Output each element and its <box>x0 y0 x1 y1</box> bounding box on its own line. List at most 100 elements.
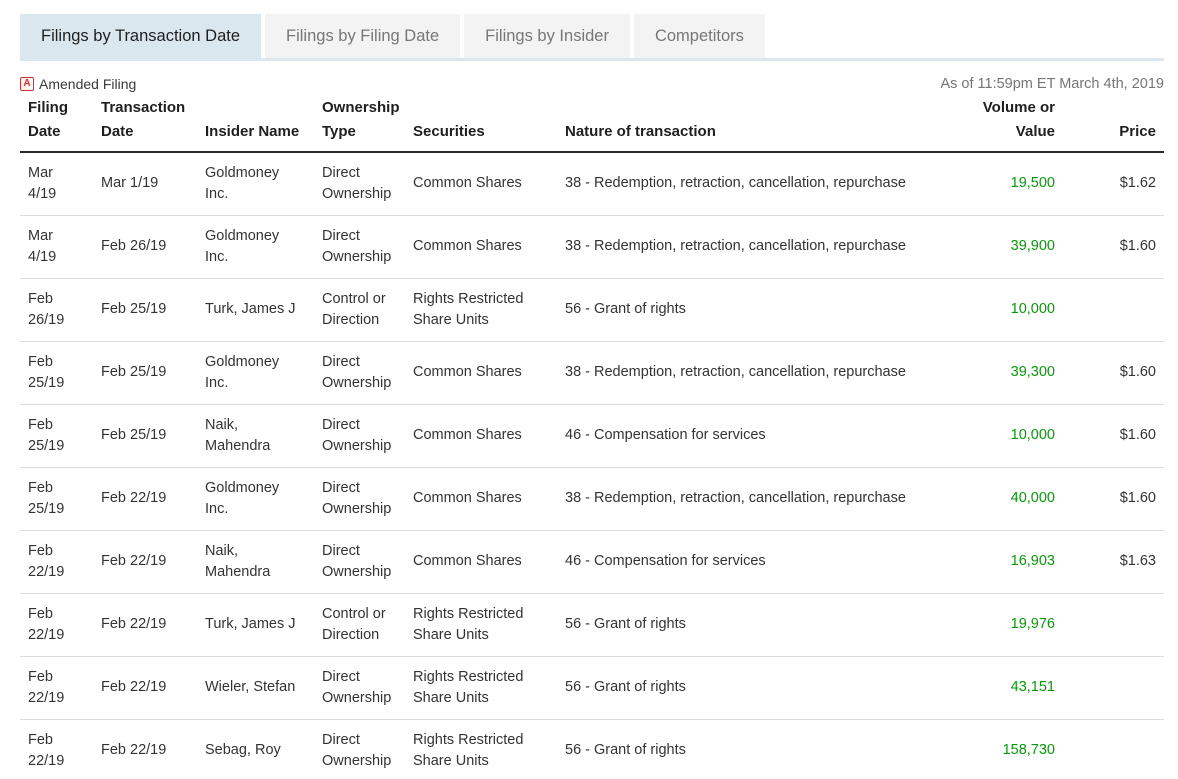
cell-price: $1.60 <box>1063 467 1164 531</box>
cell-ownership-type: Direct Ownership <box>314 719 405 779</box>
column-header-price: Price <box>1063 94 1164 153</box>
cell-filing-date: Feb 25/19 <box>20 467 93 531</box>
tab-filings-by-transaction-date[interactable]: Filings by Transaction Date <box>20 14 262 58</box>
tab-filings-by-insider[interactable]: Filings by Insider <box>464 14 630 58</box>
cell-insider-name: Goldmoney Inc. <box>197 152 314 216</box>
cell-ownership-type: Direct Ownership <box>314 530 405 594</box>
cell-ownership-type: Direct Ownership <box>314 656 405 720</box>
cell-insider-name: Turk, James J <box>197 278 314 342</box>
cell-securities: Rights Restricted Share Units <box>405 656 557 720</box>
tab-bar: Filings by Transaction Date Filings by F… <box>20 14 1164 61</box>
cell-insider-name: Naik, Mahendra <box>197 404 314 468</box>
cell-insider-name: Goldmoney Inc. <box>197 467 314 531</box>
cell-volume: 10,000 <box>940 404 1063 468</box>
cell-price: $1.60 <box>1063 215 1164 279</box>
cell-filing-date: Feb 22/19 <box>20 719 93 779</box>
cell-ownership-type: Direct Ownership <box>314 341 405 405</box>
cell-nature: 46 - Compensation for services <box>557 404 940 468</box>
amended-filing-icon: A <box>20 77 34 91</box>
cell-securities: Common Shares <box>405 341 557 405</box>
cell-volume: 158,730 <box>940 719 1063 779</box>
cell-price: $1.60 <box>1063 404 1164 468</box>
table-row: Feb 22/19 Feb 22/19 Naik, Mahendra Direct O… <box>20 530 1164 594</box>
cell-volume: 39,300 <box>940 341 1063 405</box>
cell-securities: Common Shares <box>405 404 557 468</box>
cell-transaction-date: Feb 22/19 <box>93 656 197 720</box>
cell-price: $1.60 <box>1063 341 1164 405</box>
cell-securities: Common Shares <box>405 467 557 531</box>
cell-insider-name: Naik, Mahendra <box>197 530 314 594</box>
cell-nature: 56 - Grant of rights <box>557 719 940 779</box>
cell-price <box>1063 719 1164 779</box>
cell-volume: 43,151 <box>940 656 1063 720</box>
cell-securities: Rights Restricted Share Units <box>405 719 557 779</box>
cell-insider-name: Sebag, Roy <box>197 719 314 779</box>
cell-insider-name: Wieler, Stefan <box>197 656 314 720</box>
cell-transaction-date: Feb 25/19 <box>93 341 197 405</box>
amended-filing-legend: A Amended Filing <box>20 76 136 92</box>
tab-competitors[interactable]: Competitors <box>633 14 765 58</box>
table-row: Feb 22/19 Feb 22/19 Wieler, Stefan Direct O… <box>20 656 1164 720</box>
cell-transaction-date: Mar 1/19 <box>93 152 197 216</box>
cell-volume: 16,903 <box>940 530 1063 594</box>
filings-table-header: Filing Date Transaction Date Insider Nam… <box>20 94 1164 153</box>
cell-volume: 10,000 <box>940 278 1063 342</box>
cell-nature: 38 - Redemption, retraction, cancellatio… <box>557 215 940 279</box>
cell-nature: 56 - Grant of rights <box>557 593 940 657</box>
cell-ownership-type: Direct Ownership <box>314 404 405 468</box>
cell-price <box>1063 656 1164 720</box>
cell-nature: 38 - Redemption, retraction, cancellatio… <box>557 341 940 405</box>
meta-row: A Amended Filing As of 11:59pm ET March … <box>20 76 1164 92</box>
cell-nature: 56 - Grant of rights <box>557 278 940 342</box>
cell-securities: Rights Restricted Share Units <box>405 278 557 342</box>
cell-ownership-type: Control or Direction <box>314 593 405 657</box>
tab-label: Filings by Transaction Date <box>41 27 241 45</box>
cell-volume: 40,000 <box>940 467 1063 531</box>
cell-volume: 39,900 <box>940 215 1063 279</box>
cell-filing-date: Feb 25/19 <box>20 404 93 468</box>
cell-transaction-date: Feb 22/19 <box>93 530 197 594</box>
column-header-transaction-date: Transaction Date <box>93 94 197 153</box>
table-row: Mar 4/19 Mar 1/19 Goldmoney Inc. Direct Own… <box>20 152 1164 216</box>
cell-securities: Common Shares <box>405 530 557 594</box>
cell-transaction-date: Feb 26/19 <box>93 215 197 279</box>
tab-label: Filings by Insider <box>485 27 609 45</box>
cell-transaction-date: Feb 22/19 <box>93 467 197 531</box>
table-row: Feb 26/19 Feb 25/19 Turk, James J Control o… <box>20 278 1164 342</box>
table-row: Feb 25/19 Feb 25/19 Naik, Mahendra Direct O… <box>20 404 1164 468</box>
cell-insider-name: Goldmoney Inc. <box>197 215 314 279</box>
cell-transaction-date: Feb 25/19 <box>93 404 197 468</box>
table-row: Feb 25/19 Feb 22/19 Goldmoney Inc. Direct O… <box>20 467 1164 531</box>
cell-nature: 56 - Grant of rights <box>557 656 940 720</box>
tab-filings-by-filing-date[interactable]: Filings by Filing Date <box>265 14 461 58</box>
cell-ownership-type: Direct Ownership <box>314 215 405 279</box>
table-row: Mar 4/19 Feb 26/19 Goldmoney Inc. Direct Ow… <box>20 215 1164 279</box>
cell-price <box>1063 593 1164 657</box>
cell-filing-date: Feb 22/19 <box>20 530 93 594</box>
cell-insider-name: Goldmoney Inc. <box>197 341 314 405</box>
cell-insider-name: Turk, James J <box>197 593 314 657</box>
cell-price <box>1063 278 1164 342</box>
cell-securities: Rights Restricted Share Units <box>405 593 557 657</box>
table-row: Feb 22/19 Feb 22/19 Sebag, Roy Direct Owner… <box>20 719 1164 779</box>
cell-securities: Common Shares <box>405 215 557 279</box>
cell-securities: Common Shares <box>405 152 557 216</box>
column-header-ownership-type: Ownership Type <box>314 94 405 153</box>
cell-filing-date: Mar 4/19 <box>20 215 93 279</box>
cell-filing-date: Feb 26/19 <box>20 278 93 342</box>
cell-nature: 38 - Redemption, retraction, cancellatio… <box>557 467 940 531</box>
cell-filing-date: Mar 4/19 <box>20 152 93 216</box>
tab-label: Competitors <box>654 27 744 45</box>
cell-filing-date: Feb 22/19 <box>20 593 93 657</box>
cell-transaction-date: Feb 25/19 <box>93 278 197 342</box>
cell-ownership-type: Direct Ownership <box>314 152 405 216</box>
cell-price: $1.63 <box>1063 530 1164 594</box>
column-header-securities: Securities <box>405 94 557 153</box>
column-header-filing-date: Filing Date <box>20 94 93 153</box>
table-row: Feb 25/19 Feb 25/19 Goldmoney Inc. Direct O… <box>20 341 1164 405</box>
cell-ownership-type: Direct Ownership <box>314 467 405 531</box>
cell-filing-date: Feb 25/19 <box>20 341 93 405</box>
tab-label: Filings by Filing Date <box>286 27 440 45</box>
filings-table: Filing Date Transaction Date Insider Nam… <box>20 94 1164 779</box>
cell-nature: 46 - Compensation for services <box>557 530 940 594</box>
